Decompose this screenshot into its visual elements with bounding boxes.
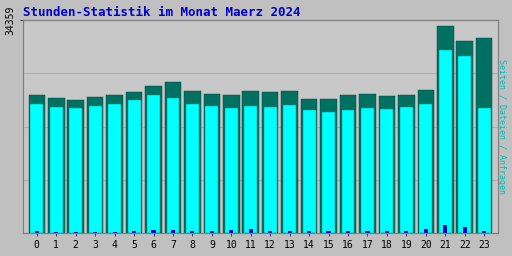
- Bar: [184, 91, 201, 233]
- Y-axis label: Seiten / Dateien / Anfragen: Seiten / Dateien / Anfragen: [498, 59, 506, 194]
- Bar: [361, 108, 374, 233]
- Bar: [93, 232, 97, 233]
- Bar: [379, 96, 395, 233]
- Bar: [87, 97, 103, 233]
- Bar: [340, 95, 356, 233]
- Bar: [249, 229, 253, 233]
- Bar: [108, 104, 121, 233]
- Bar: [244, 106, 257, 233]
- Bar: [127, 100, 140, 233]
- Bar: [303, 110, 315, 233]
- Bar: [166, 98, 179, 233]
- Bar: [380, 109, 393, 233]
- Text: Stunden-Statistik im Monat Maerz 2024: Stunden-Statistik im Monat Maerz 2024: [23, 6, 301, 19]
- Bar: [126, 92, 142, 233]
- Bar: [54, 232, 58, 233]
- Bar: [132, 231, 136, 233]
- Bar: [165, 82, 181, 233]
- Bar: [398, 95, 415, 233]
- Bar: [283, 105, 296, 233]
- Bar: [400, 107, 413, 233]
- Bar: [204, 94, 220, 233]
- Bar: [74, 232, 78, 233]
- Bar: [223, 95, 240, 233]
- Bar: [147, 95, 160, 233]
- Bar: [321, 99, 337, 233]
- Bar: [327, 231, 331, 233]
- Bar: [29, 95, 45, 233]
- Bar: [48, 98, 65, 233]
- Bar: [225, 109, 238, 233]
- Bar: [443, 225, 447, 233]
- Bar: [89, 106, 101, 233]
- Bar: [113, 232, 117, 233]
- Bar: [307, 231, 311, 233]
- Bar: [322, 112, 335, 233]
- Bar: [282, 91, 298, 233]
- Bar: [419, 104, 432, 233]
- Bar: [482, 231, 486, 233]
- Bar: [186, 104, 199, 233]
- Bar: [268, 231, 272, 233]
- Bar: [456, 41, 473, 233]
- Bar: [342, 110, 354, 233]
- Bar: [243, 91, 259, 233]
- Bar: [301, 99, 317, 233]
- Bar: [346, 231, 350, 233]
- Bar: [264, 107, 276, 233]
- Bar: [288, 231, 292, 233]
- Bar: [152, 230, 156, 233]
- Bar: [458, 57, 471, 233]
- Bar: [30, 104, 43, 233]
- Bar: [418, 90, 434, 233]
- Bar: [35, 231, 39, 233]
- Bar: [205, 106, 218, 233]
- Bar: [478, 109, 490, 233]
- Bar: [262, 92, 279, 233]
- Bar: [210, 231, 214, 233]
- Bar: [439, 50, 452, 233]
- Bar: [359, 94, 376, 233]
- Bar: [190, 231, 195, 233]
- Bar: [106, 95, 123, 233]
- Bar: [385, 231, 389, 233]
- Bar: [463, 227, 467, 233]
- Bar: [145, 86, 162, 233]
- Bar: [68, 100, 84, 233]
- Bar: [404, 231, 409, 233]
- Bar: [50, 107, 62, 233]
- Bar: [437, 26, 454, 233]
- Bar: [171, 230, 175, 233]
- Bar: [69, 109, 82, 233]
- Bar: [476, 38, 493, 233]
- Bar: [424, 229, 428, 233]
- Bar: [229, 230, 233, 233]
- Bar: [366, 231, 370, 233]
